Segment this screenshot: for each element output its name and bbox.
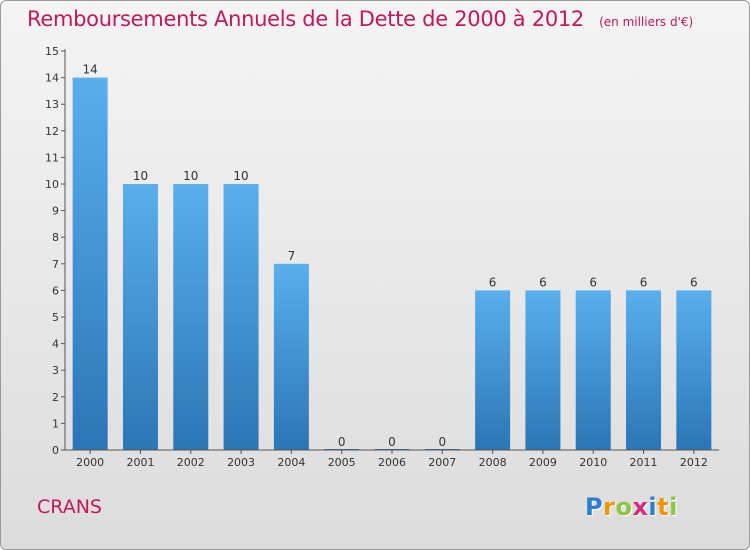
bar-value-label: 0 [388,435,396,449]
bar-value-label: 10 [233,169,248,183]
x-tick-label: 2009 [529,456,557,469]
logo-letter: o [615,493,633,521]
y-tick-label: 8 [52,231,59,244]
x-axis: 2000 2001 2002 2003 2004 2005 2006 2007 2008 2009… [65,449,719,469]
bar [525,290,561,450]
bar-value-label: 6 [589,275,597,289]
bar [475,290,511,450]
bar [676,290,712,450]
y-tick-label: 15 [45,45,59,58]
x-tick-label: 2001 [126,456,154,469]
bars: 14 10 10 10 7 0 0 0 6 6 6 6 6 [72,63,712,450]
y-tick-label: 9 [52,205,59,218]
logo-letter: t [657,493,670,521]
y-tick-label: 2 [52,391,59,404]
y-tick-label: 14 [45,72,59,85]
y-tick-label: 4 [52,338,59,351]
x-tick-label: 2012 [680,456,708,469]
bar-value-label: 6 [640,275,648,289]
y-tick-label: 12 [45,125,59,138]
bar [273,263,309,450]
logo-letter: i [648,493,658,521]
chart-unit: (en milliers d'€) [599,15,694,29]
x-tick-label: 2011 [630,456,658,469]
proxiti-logo: Proxiti [585,493,678,521]
x-tick-label: 2002 [177,456,205,469]
logo-letter: x [632,493,649,521]
bar-value-label: 6 [539,275,547,289]
bar-value-label: 6 [690,275,698,289]
bar [626,290,662,450]
y-tick-label: 13 [45,98,59,111]
bar [223,184,259,450]
y-tick-label: 7 [52,258,59,271]
bar-value-label: 10 [183,169,198,183]
x-tick-label: 2007 [428,456,456,469]
y-tick-label: 1 [52,417,59,430]
x-tick-label: 2003 [227,456,255,469]
x-tick-label: 2008 [479,456,507,469]
x-tick-label: 2004 [277,456,305,469]
logo-letter: i [669,493,678,521]
y-tick-label: 5 [52,311,59,324]
bar [575,290,611,450]
y-tick-label: 6 [52,284,59,297]
bar [173,184,209,450]
bar-value-label: 0 [438,435,446,449]
y-tick-label: 0 [52,444,59,457]
bar-value-label: 14 [83,63,98,77]
chart-title: Remboursements Annuels de la Dette de 20… [27,7,584,31]
bar-value-label: 0 [338,435,346,449]
x-tick-label: 2006 [378,456,406,469]
bar [72,77,108,450]
y-tick-label: 11 [45,151,59,164]
y-tick-label: 3 [52,364,59,377]
commune-name: CRANS [37,496,102,518]
bar-value-label: 6 [489,275,497,289]
x-tick-label: 2010 [579,456,607,469]
x-tick-label: 2005 [328,456,356,469]
bar-value-label: 7 [288,249,296,263]
chart-title-row: Remboursements Annuels de la Dette de 20… [27,7,693,31]
bar [122,184,158,450]
x-tick-label: 2000 [76,456,104,469]
bar-value-label: 10 [133,169,148,183]
logo-letter: r [603,493,616,521]
y-tick-label: 10 [45,178,59,191]
logo-letter: P [585,493,604,521]
